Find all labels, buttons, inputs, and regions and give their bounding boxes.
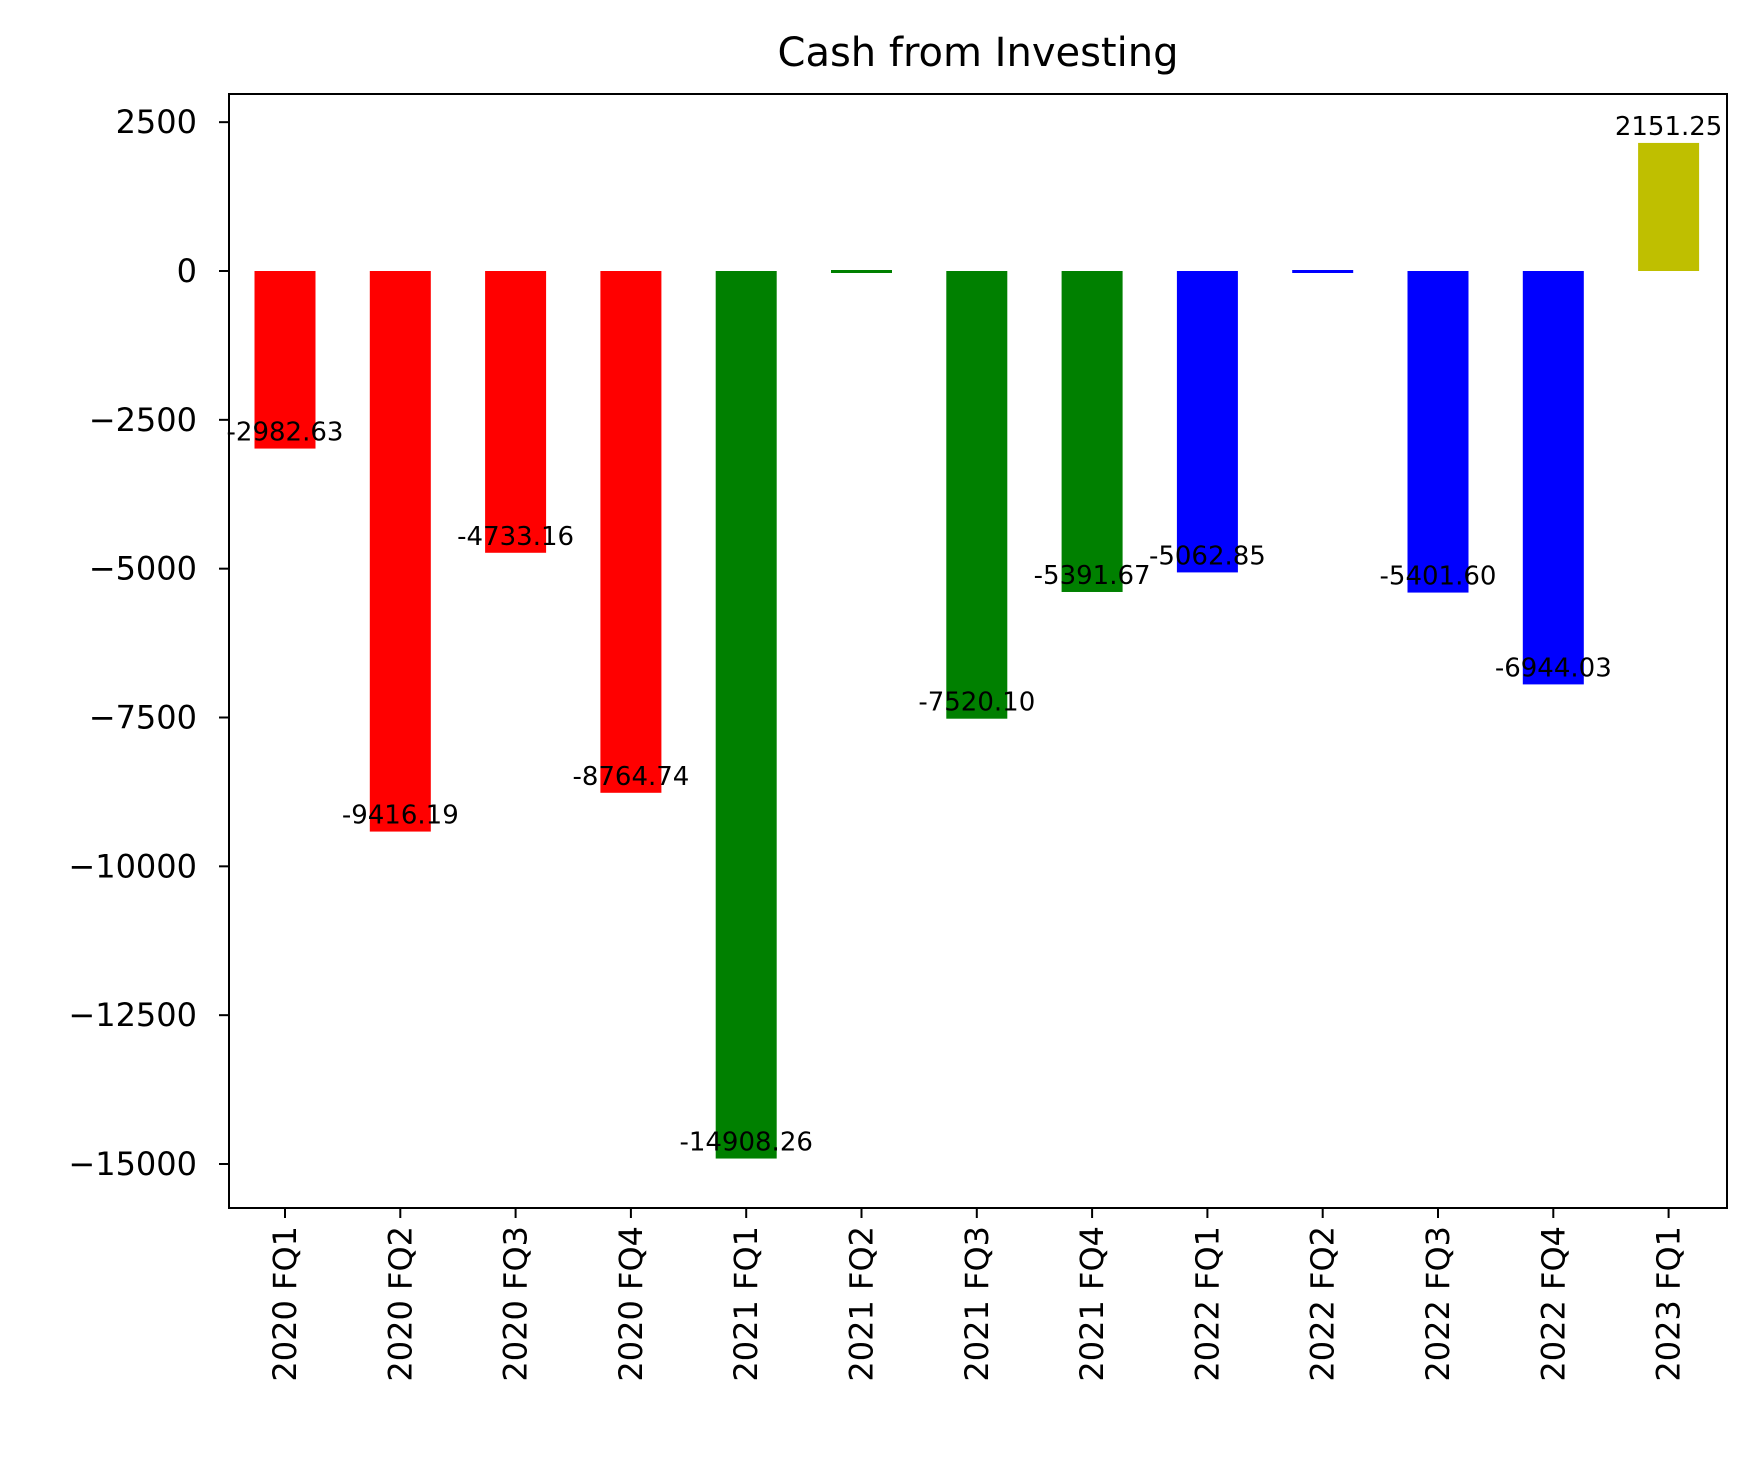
bar-2 [485, 271, 547, 553]
x-tick-label-3: 2020 FQ4 [612, 1226, 650, 1382]
x-tick-label-6: 2021 FQ3 [958, 1226, 996, 1382]
bar-11 [1522, 271, 1584, 685]
x-tick-label-10: 2022 FQ3 [1419, 1226, 1457, 1382]
data-label-12: 2151.25 [1615, 112, 1723, 142]
x-tick-label-4: 2021 FQ1 [727, 1226, 765, 1382]
y-tick-label-6: −12500 [68, 996, 197, 1034]
data-label-4: -14908.26 [679, 1128, 812, 1158]
data-label-2: -4733.16 [457, 522, 574, 552]
bars [254, 142, 1700, 1159]
data-label-1: -9416.19 [342, 801, 459, 831]
x-axis: 2020 FQ1 2020 FQ2 2020 FQ3 2020 FQ4 2021 FQ1… [266, 1208, 1688, 1382]
bar-7 [1061, 271, 1123, 592]
y-tick-label-3: −5000 [89, 550, 197, 588]
chart-title: Cash from Investing [778, 30, 1179, 76]
bar-8 [1176, 271, 1238, 573]
data-label-7: -5391.67 [1034, 561, 1151, 591]
bar-3 [600, 271, 662, 793]
x-tick-label-12: 2023 FQ1 [1650, 1226, 1688, 1382]
y-axis: 2500 0 −2500 −5000 −7500 −10000 −12500 −15000 [68, 103, 229, 1183]
data-label-11: -6944.03 [1495, 653, 1612, 683]
y-tick-label-5: −10000 [68, 847, 197, 885]
x-tick-label-7: 2021 FQ4 [1073, 1226, 1111, 1382]
y-tick-label-4: −7500 [89, 699, 197, 737]
x-tick-label-2: 2020 FQ3 [497, 1226, 535, 1382]
x-tick-label-1: 2020 FQ2 [381, 1226, 419, 1382]
y-tick-label-1: 0 [177, 252, 197, 290]
bar-6 [946, 271, 1008, 719]
bar-0 [254, 271, 316, 449]
bar-1 [369, 271, 431, 832]
x-tick-label-9: 2022 FQ2 [1304, 1226, 1342, 1382]
bar-10 [1407, 271, 1469, 593]
plot-frame [228, 93, 1728, 1209]
x-tick-label-11: 2022 FQ4 [1534, 1226, 1572, 1382]
bar-4 [715, 271, 777, 1159]
bar-labels: -2982.63 -9416.19 -4733.16 -8764.74 -14908.2… [227, 112, 1723, 1158]
data-label-8: -5062.85 [1149, 541, 1266, 571]
bar-5 [831, 270, 892, 273]
x-tick-label-5: 2021 FQ2 [843, 1226, 881, 1382]
data-label-3: -8764.74 [572, 762, 689, 792]
bar-12 [1638, 142, 1700, 271]
y-tick-label-7: −15000 [68, 1145, 197, 1183]
data-label-10: -5401.60 [1380, 562, 1497, 592]
x-tick-label-0: 2020 FQ1 [266, 1226, 304, 1382]
y-tick-label-0: 2500 [116, 103, 197, 141]
x-tick-label-8: 2022 FQ1 [1188, 1226, 1226, 1382]
bar-9 [1292, 270, 1354, 273]
y-tick-label-2: −2500 [89, 401, 197, 439]
data-label-6: -7520.10 [918, 688, 1035, 718]
data-label-0: -2982.63 [227, 418, 344, 448]
